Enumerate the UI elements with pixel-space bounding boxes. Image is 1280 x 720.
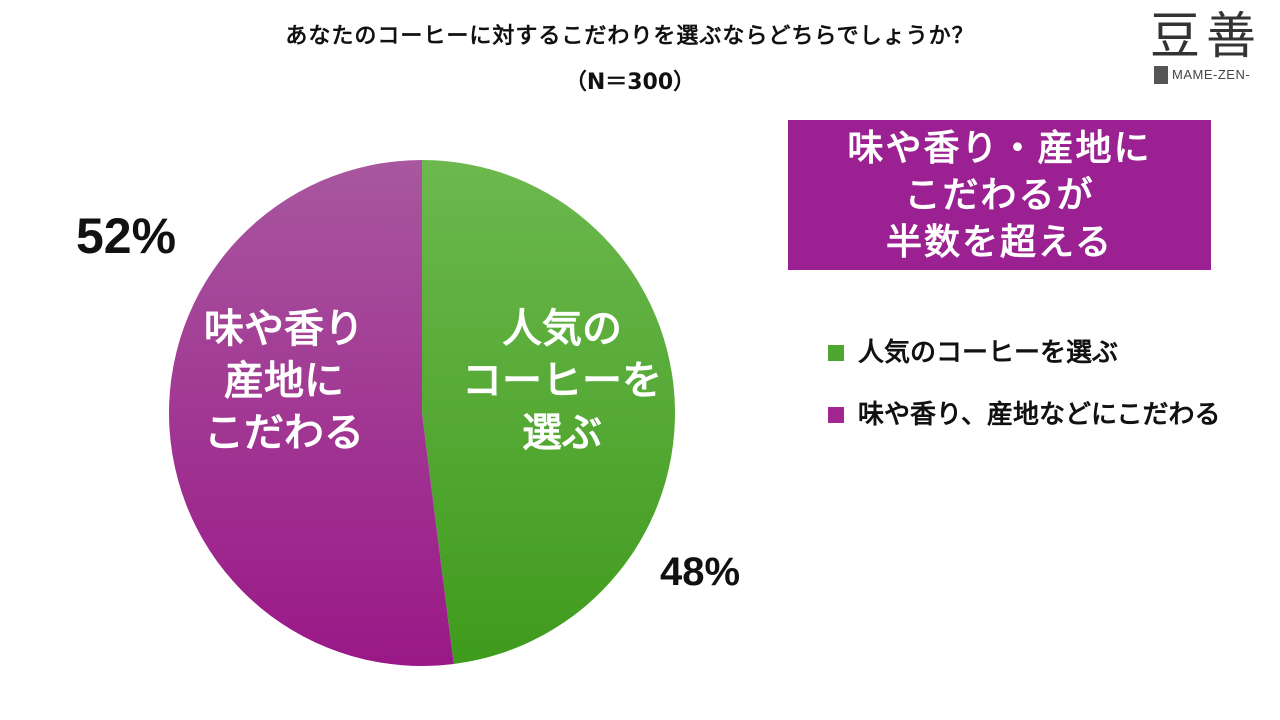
legend-swatch-green <box>828 345 844 361</box>
sample-size: （N＝300） <box>564 70 696 95</box>
legend-label: 味や香り、産地などにこだわる <box>858 400 1221 430</box>
pie-slice-1 <box>422 160 676 665</box>
legend-swatch-purple <box>828 407 844 423</box>
chart-title: あなたのコーヒーに対するこだわりを選ぶならどちらでしょうか？ <box>285 24 975 49</box>
legend-item-popular: 人気のコーヒーを選ぶ <box>828 330 1248 376</box>
logo-roman: MAME-ZEN- <box>1172 67 1251 82</box>
logo-stamp-icon <box>1154 66 1168 84</box>
brand-logo: 豆善 MAME-ZEN- <box>1140 6 1272 90</box>
callout-text: 味や香り・産地に こだわるが 半数を超える <box>847 127 1152 263</box>
legend-label: 人気のコーヒーを選ぶ <box>858 338 1119 368</box>
logo-kanji: 豆善 <box>1150 7 1262 65</box>
legend: 人気のコーヒーを選ぶ 味や香り、産地などにこだわる <box>828 330 1248 454</box>
slice-value-label: 52% <box>76 208 176 264</box>
slice-inner-label: 人気の <box>502 306 622 352</box>
slice-inner-label: 味や香り <box>204 306 364 352</box>
legend-item-particular: 味や香り、産地などにこだわる <box>828 392 1248 438</box>
slice-inner-label: 選ぶ <box>522 410 602 456</box>
slice-inner-label: こだわる <box>204 410 364 456</box>
callout-box: 味や香り・産地に こだわるが 半数を超える <box>788 120 1211 270</box>
pie-slice-2 <box>169 160 454 666</box>
slice-value-label: 48% <box>660 550 740 594</box>
slice-inner-label: 産地に <box>224 358 344 404</box>
slice-inner-label: コーヒーを <box>462 358 662 404</box>
